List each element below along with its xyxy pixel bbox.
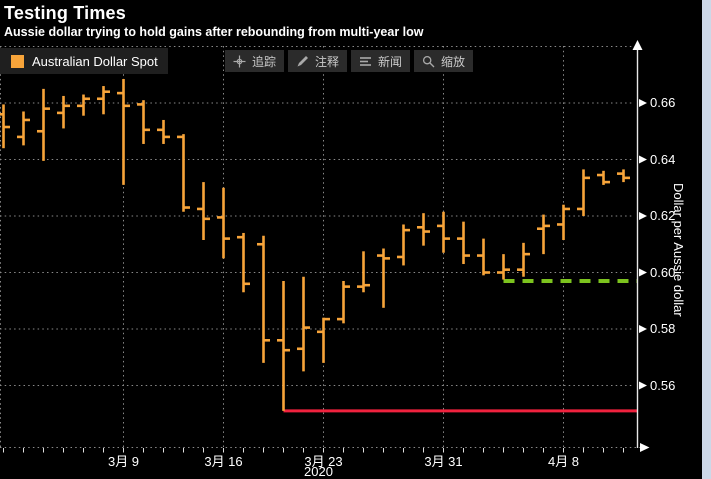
ohlc-bar (597, 170, 610, 185)
ohlc-bar (517, 242, 530, 277)
ohlc-bar (177, 134, 190, 212)
ohlc-bar (77, 94, 90, 116)
zoom-button[interactable]: 缩放 (414, 50, 474, 72)
x-tick-label: 3月 23 (304, 454, 343, 469)
magnifier-icon (422, 55, 435, 68)
page-edge-strip (702, 0, 711, 479)
y-axis-title: Dollar per Aussie dollar (671, 183, 686, 317)
y-tick-arrow-icon (639, 268, 647, 277)
ohlc-bar (577, 169, 590, 216)
ohlc-bar (197, 182, 210, 241)
y-tick-label: 0.66 (650, 95, 676, 110)
y-tick-label: 0.62 (650, 208, 676, 223)
track-button-label: 追踪 (252, 54, 277, 69)
y-tick-label: 0.58 (650, 321, 676, 336)
legend-item[interactable]: Australian Dollar Spot (0, 48, 168, 74)
x-tick-label: 4月 8 (547, 454, 580, 469)
y-tick-arrow-icon (639, 212, 647, 220)
y-tick-label: 0.64 (650, 151, 676, 167)
ohlc-bar (137, 100, 150, 144)
track-button[interactable]: 追踪 (225, 50, 285, 72)
page-subtitle: Aussie dollar trying to hold gains after… (4, 25, 424, 39)
ohlc-bar (617, 169, 630, 183)
ohlc-bar (557, 204, 570, 241)
ohlc-bar (17, 111, 30, 146)
ohlc-bar (257, 235, 270, 363)
x-tick-label: 3月 16 (204, 454, 243, 469)
ohlc-bar (537, 214, 550, 255)
ohlc-bar (37, 88, 50, 161)
x-tick-label: 3月 31 (424, 454, 463, 469)
ohlc-bar (297, 276, 310, 372)
ohlc-bar (117, 78, 130, 185)
page-title: Testing Times (4, 3, 126, 23)
y-axis-arrow-icon (632, 40, 643, 50)
ohlc-bar (437, 211, 450, 253)
news-lines-icon (359, 55, 372, 68)
ohlc-bar (57, 95, 70, 129)
ohlc-bar (217, 187, 230, 259)
x-axis-year-label: 2020 (304, 464, 333, 479)
zoom-button-label: 缩放 (441, 54, 466, 69)
x-tick-label: 3月 9 (107, 454, 140, 469)
y-tick-label: 0.56 (650, 377, 676, 393)
ohlc-bar (357, 251, 370, 293)
news-button[interactable]: 新闻 (351, 50, 411, 72)
crosshair-icon (233, 55, 246, 68)
ohlc-bar (97, 86, 110, 115)
ohlc-bar (0, 104, 10, 149)
ohlc-bar (477, 238, 490, 276)
ohlc-bar (337, 280, 350, 324)
annotate-button-label: 注释 (315, 54, 340, 69)
ohlc-bar (417, 213, 430, 246)
ohlc-bar (317, 317, 330, 363)
ohlc-bar (277, 280, 290, 411)
ohlc-bar (457, 221, 470, 265)
series-label: Australian Dollar Spot (32, 53, 158, 69)
news-button-label: 新闻 (378, 54, 403, 69)
y-tick-label: 0.60 (650, 264, 676, 280)
annotate-button[interactable]: 注释 (288, 50, 348, 72)
chart-toolbar: 追踪 注释 新闻 缩放 (225, 50, 474, 72)
ohlc-bar (237, 232, 250, 293)
ohlc-bar (157, 119, 170, 144)
y-tick-arrow-icon (639, 99, 647, 107)
series-swatch-icon (11, 54, 24, 68)
x-axis-arrow-icon (640, 443, 650, 452)
ohlc-bar (397, 224, 410, 266)
y-tick-arrow-icon (639, 381, 647, 390)
ohlc-bar (497, 254, 510, 280)
y-tick-arrow-icon (639, 155, 647, 164)
ohlc-bar (377, 248, 390, 308)
y-tick-arrow-icon (639, 325, 647, 333)
pencil-icon (296, 55, 309, 68)
